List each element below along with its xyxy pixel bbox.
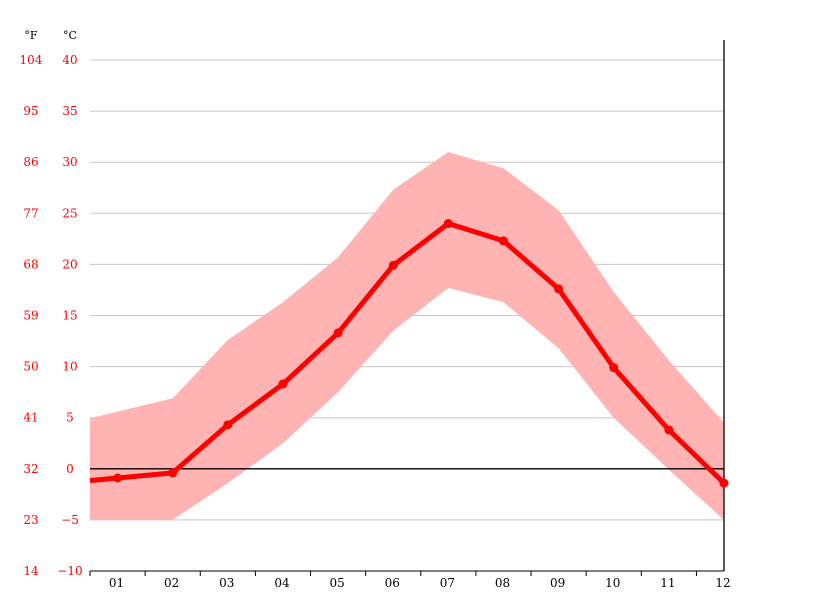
temperature-range-band	[90, 152, 724, 520]
y-tick-label-f: 104	[20, 53, 43, 67]
y-tick-label-f: 95	[23, 104, 38, 118]
x-tick-label: 01	[109, 576, 124, 590]
y-tick-label-c: −10	[57, 564, 82, 578]
y-tick-label-f: 32	[23, 462, 38, 476]
x-tick-label: 03	[219, 576, 234, 590]
y-tick-label-f: 68	[23, 257, 38, 271]
data-point	[554, 284, 564, 294]
y-tick-label-c: 0	[66, 462, 74, 476]
x-tick-label: 07	[440, 576, 455, 590]
x-tick-label: 12	[715, 576, 730, 590]
data-point	[388, 260, 398, 270]
y-tick-label-c: 30	[62, 155, 77, 169]
data-point	[609, 363, 619, 373]
y-tick-label-c: 40	[62, 53, 77, 67]
y-tick-label-c: 35	[62, 104, 77, 118]
data-point	[333, 328, 343, 338]
data-point	[719, 478, 729, 488]
fahrenheit-unit-label: °F	[24, 29, 38, 42]
min-max-band	[90, 152, 724, 520]
y-tick-label-c: 5	[66, 411, 74, 425]
celsius-unit-label: °C	[63, 29, 77, 42]
data-point	[113, 473, 123, 483]
y-tick-label-f: 50	[23, 360, 38, 374]
x-tick-label: 10	[605, 576, 620, 590]
y-tick-label-f: 14	[23, 564, 39, 578]
y-tick-label-f: 23	[23, 513, 38, 527]
x-tick-label: 08	[495, 576, 510, 590]
y-tick-label-c: −5	[61, 513, 79, 527]
y-tick-label-c: 10	[62, 360, 77, 374]
y-tick-label-f: 77	[23, 206, 38, 220]
x-tick-label: 02	[164, 576, 179, 590]
x-tick-label: 11	[660, 576, 675, 590]
axis-labels: 104 40 95 35 86 30 77 25 68 20 59 15 50 10 41 5 32 0 23 −5 1…	[20, 53, 731, 590]
x-tick-label: 06	[385, 576, 400, 590]
y-tick-label-f: 86	[23, 155, 38, 169]
y-tick-label-f: 59	[23, 309, 38, 323]
x-tick-label: 05	[329, 576, 344, 590]
data-point	[168, 468, 178, 478]
y-tick-label-c: 15	[62, 309, 77, 323]
data-point	[223, 420, 233, 430]
average-temperature-series	[89, 219, 729, 488]
x-tick-label: 09	[550, 576, 565, 590]
y-tick-label-f: 41	[23, 411, 38, 425]
x-tick-label: 04	[274, 576, 290, 590]
data-point	[443, 219, 453, 229]
y-tick-label-c: 25	[62, 206, 77, 220]
y-tick-label-c: 20	[62, 257, 77, 271]
data-point	[278, 379, 288, 389]
data-point	[498, 236, 508, 246]
data-point	[664, 425, 674, 435]
